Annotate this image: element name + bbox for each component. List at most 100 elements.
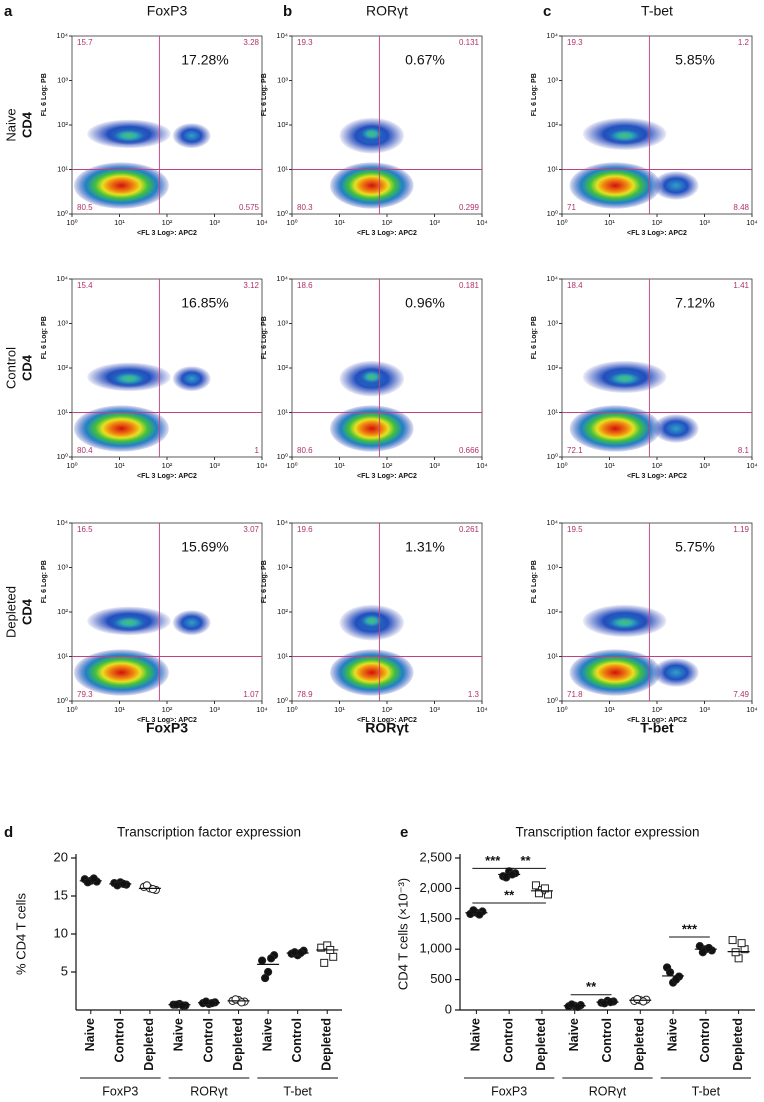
quadrant-ll: 72.1 (567, 446, 583, 455)
group-label: RORγt (589, 1084, 627, 1098)
x-tick-label: 10¹ (334, 705, 345, 714)
x-tick-label: 10⁴ (256, 705, 268, 714)
cell-density (356, 124, 387, 143)
y-tick-label: 10² (277, 363, 288, 372)
x-tick-label: 10¹ (334, 461, 345, 470)
x-tick-label: 10¹ (604, 705, 615, 714)
significance-label: ** (504, 887, 515, 902)
x-tick-label: 10⁰ (556, 705, 567, 714)
y-tick-label: 10⁴ (546, 518, 558, 527)
y-tick-label: 10¹ (277, 164, 288, 173)
panel-letter: a (4, 3, 13, 20)
y-tick-label: 10⁴ (546, 31, 558, 40)
row-label-name: Control (3, 347, 18, 389)
cell-density (106, 369, 152, 388)
cell-density (73, 649, 169, 696)
x-tick-label: 10³ (699, 461, 710, 470)
x-tick-label: 10¹ (114, 218, 125, 227)
y-tick-label: 1,500 (419, 910, 452, 925)
cell-density (569, 649, 661, 696)
cell-density (356, 368, 387, 386)
y-tick-label: 10¹ (57, 164, 68, 173)
y-tick-label: 10³ (57, 562, 68, 571)
x-axis-title: <FL 3 Log>: APC2 (627, 473, 687, 480)
cell-density (172, 366, 211, 392)
percentage: 17.28% (181, 52, 228, 68)
percentage: 7.12% (675, 295, 715, 311)
y-tick-label: 10³ (547, 318, 558, 327)
quadrant-lr: 0.575 (239, 203, 260, 212)
y-tick-label: 10² (277, 120, 288, 129)
x-tick-label: 10² (162, 705, 173, 714)
y-tick-label: 10⁰ (547, 452, 558, 461)
y-tick-label: 10⁰ (547, 209, 558, 218)
cell-density (653, 171, 699, 200)
group-label: RORγt (190, 1084, 228, 1098)
y-tick-label: 10⁰ (547, 696, 558, 705)
cell-density (106, 613, 152, 632)
quadrant-ur: 0.131 (459, 38, 480, 47)
x-tick-label: 10⁴ (256, 461, 268, 470)
quadrant-ul: 15.7 (77, 38, 93, 47)
row-label-sub: CD4 (19, 598, 34, 625)
y-tick-label: 10³ (547, 562, 558, 571)
quadrant-lr: 1.3 (468, 690, 480, 699)
y-axis-title: FL 6 Log: PB (41, 560, 48, 603)
y-tick-label: 5 (61, 963, 68, 978)
x-tick-label: 10⁰ (556, 461, 567, 470)
x-tick-label: 10⁴ (746, 705, 758, 714)
y-tick-label: 10¹ (547, 164, 558, 173)
quadrant-ur: 0.181 (459, 281, 480, 290)
quadrant-ur: 1.19 (733, 525, 749, 534)
y-tick-label: 2,000 (419, 880, 452, 895)
x-tick-label: 10² (382, 218, 393, 227)
quadrant-ul: 19.3 (297, 38, 313, 47)
cell-density (569, 162, 661, 209)
y-axis-title: FL 6 Log: PB (41, 316, 48, 359)
quadrant-ll: 71 (567, 203, 576, 212)
y-axis-title: FL 6 Log: PB (261, 73, 268, 116)
category-label: Naive (665, 1018, 679, 1051)
category-label: Naive (172, 1018, 186, 1051)
column-title: T-bet (641, 3, 673, 19)
x-tick-label: 10⁰ (556, 218, 567, 227)
column-x-label: T-bet (640, 720, 674, 736)
x-tick-label: 10³ (209, 218, 220, 227)
x-tick-label: 10² (652, 461, 663, 470)
panel-letter: b (283, 3, 292, 20)
y-tick-label: 10³ (57, 318, 68, 327)
cell-density (601, 126, 648, 145)
x-tick-label: 10⁰ (286, 218, 297, 227)
y-tick-label: 10⁴ (546, 274, 558, 283)
quadrant-ur: 1.41 (733, 281, 749, 290)
x-tick-label: 10⁴ (746, 218, 758, 227)
y-axis-title: FL 6 Log: PB (531, 560, 538, 603)
category-label: Depleted (731, 1018, 745, 1071)
x-axis-title: <FL 3 Log>: APC2 (627, 717, 687, 724)
y-tick-label: 10⁴ (276, 274, 288, 283)
x-axis-title: <FL 3 Log>: APC2 (137, 717, 197, 724)
quadrant-ul: 18.6 (297, 281, 313, 290)
y-tick-label: 10² (547, 120, 558, 129)
cell-density (653, 414, 699, 443)
data-point (731, 948, 740, 957)
category-label: Naive (260, 1018, 274, 1051)
x-tick-label: 10² (382, 705, 393, 714)
y-tick-label: 10³ (277, 75, 288, 84)
x-tick-label: 10³ (429, 705, 440, 714)
data-point (178, 1001, 187, 1010)
group-label: FoxP3 (102, 1084, 138, 1098)
x-tick-label: 10³ (699, 218, 710, 227)
y-tick-label: 10⁴ (56, 31, 68, 40)
x-tick-label: 10¹ (334, 218, 345, 227)
y-tick-label: 10⁰ (57, 696, 68, 705)
data-point (531, 881, 540, 890)
quadrant-lr: 8.48 (733, 203, 749, 212)
category-label: Depleted (534, 1018, 548, 1071)
data-point (573, 1002, 582, 1012)
